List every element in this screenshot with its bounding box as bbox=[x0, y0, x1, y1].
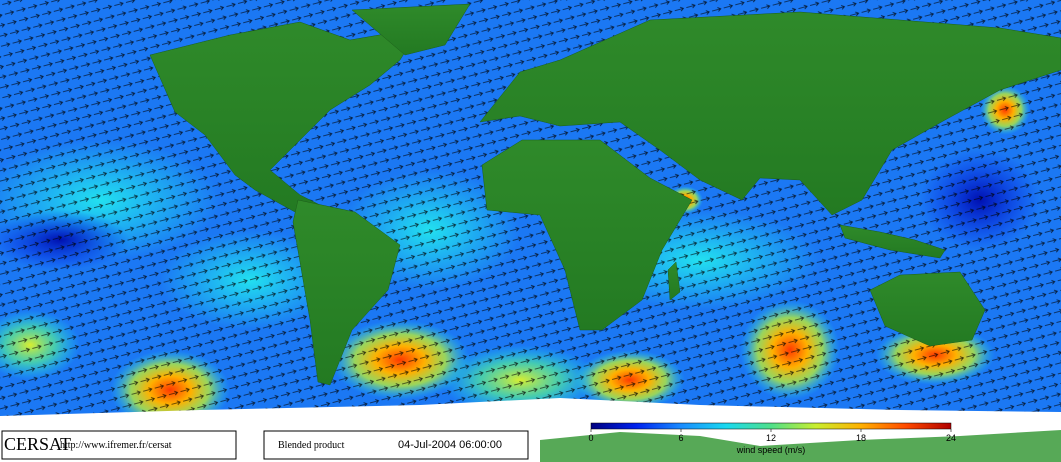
colorbar-tick-label: 12 bbox=[766, 433, 776, 443]
colorbar-label: wind speed (m/s) bbox=[736, 445, 806, 455]
product: Blended product bbox=[278, 440, 345, 451]
timestamp: 04-Jul-2004 06:00:00 bbox=[398, 439, 502, 451]
colorbar-tick-label: 0 bbox=[588, 433, 593, 443]
indonesia bbox=[839, 224, 946, 259]
url[interactable]: http://www.ifremer.fr/cersat bbox=[60, 440, 172, 451]
madagascar bbox=[667, 261, 681, 301]
colorbar-tick-label: 6 bbox=[678, 433, 683, 443]
colorbar-tick-label: 24 bbox=[946, 433, 956, 443]
africa bbox=[481, 139, 693, 331]
eurasia bbox=[479, 11, 1061, 216]
info-box bbox=[1, 430, 237, 460]
footer: CERSAT http://www.ifremer.fr/cersat Blen… bbox=[1, 430, 529, 460]
land bbox=[149, 3, 1061, 386]
south-america bbox=[292, 199, 401, 386]
colorbar: wind speed (m/s) 0 6 12 18 24 bbox=[588, 422, 956, 455]
colorbar-scale bbox=[590, 422, 952, 430]
colorbar-tick-label: 18 bbox=[856, 433, 866, 443]
logo: CERSAT bbox=[4, 434, 71, 454]
info-box bbox=[263, 430, 529, 460]
north-america bbox=[149, 21, 421, 213]
antarctica-relief bbox=[540, 430, 1061, 462]
greenland bbox=[351, 3, 471, 56]
australia bbox=[869, 271, 986, 347]
